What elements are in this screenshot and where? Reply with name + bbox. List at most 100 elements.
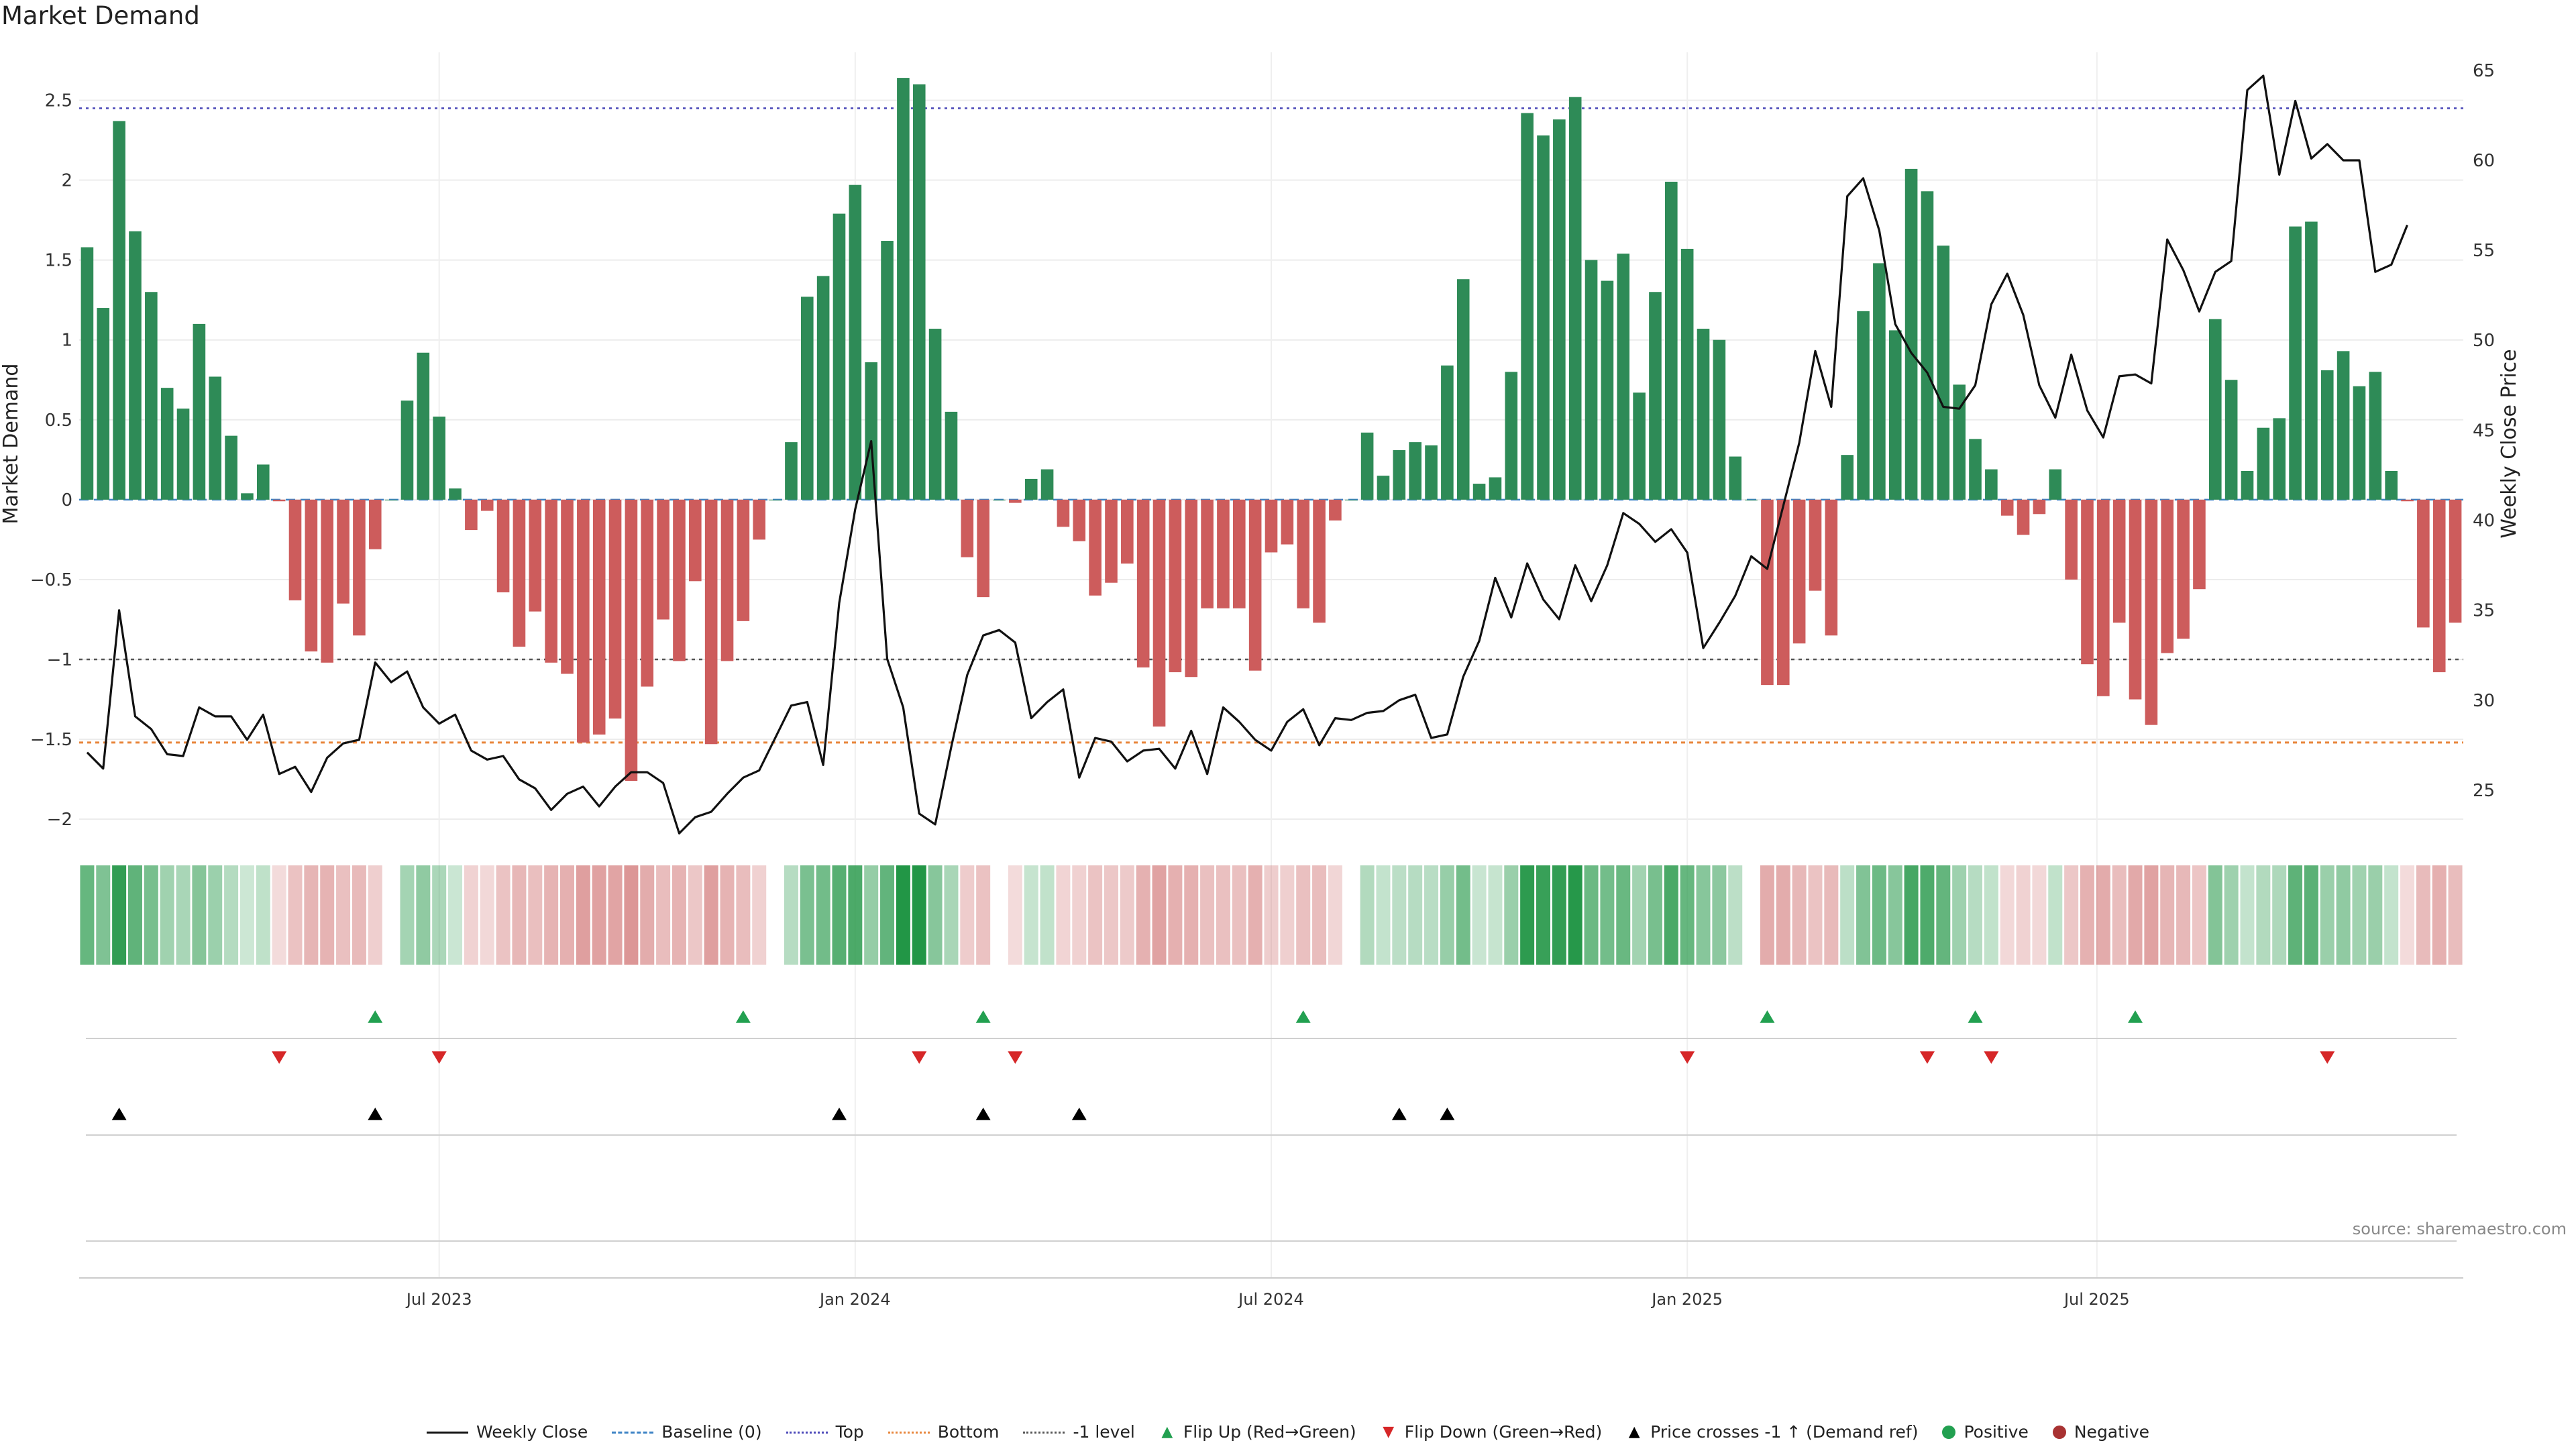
heat-cell [1856,865,1871,965]
heat-cell [2128,865,2143,965]
demand-bar [2289,226,2302,500]
heat-cell [112,865,127,965]
demand-bar [2145,499,2158,725]
demand-bar [225,435,237,500]
demand-bar [673,499,686,661]
y-axis-title: Market Demand [0,364,23,525]
legend-label: Top [835,1422,864,1442]
heat-cell [127,865,142,965]
heat-cell [1232,865,1246,965]
flip-up-marker [1295,1010,1311,1023]
demand-bar [1617,254,1630,500]
y2-tick-label: 60 [2473,151,2495,171]
heat-cell [2304,865,2318,965]
y2-tick-label: 50 [2473,331,2495,351]
demand-heat-strip [80,865,2463,965]
demand-bar [2257,427,2270,500]
heat-cell [2144,865,2159,965]
demand-bar [513,499,526,647]
x-tick-label: Jul 2024 [1237,1290,1304,1309]
demand-bar [1377,476,1390,500]
heat-cell [2000,865,2015,965]
heat-cell [848,865,863,965]
heat-cell [1536,865,1550,965]
demand-bar [2224,380,2238,500]
heat-cell [2352,865,2367,965]
heat-cell [1648,865,1662,965]
y-tick-label: 2 [61,171,72,191]
heat-cell [496,865,511,965]
heat-cell [1760,865,1774,965]
demand-bar [193,323,206,500]
heat-cell [432,865,447,965]
heat-cell [224,865,239,965]
demand-bar [449,488,462,500]
demand-bar [1201,499,1214,608]
heat-cell [592,865,606,965]
demand-bar [1057,499,1070,527]
heat-cell [2016,865,2031,965]
demand-bar [2353,386,2366,500]
grid-layer [79,52,2463,1278]
cross-up-marker [1440,1108,1455,1120]
heat-cell [1664,865,1678,965]
heat-cell [1344,865,1358,965]
demand-bar [1521,113,1534,500]
heat-cell [176,865,191,965]
demand-bar [2449,499,2462,623]
demand-bar [400,400,414,500]
demand-bar [1792,499,1806,644]
legend-positive: Positive [1942,1422,2029,1442]
demand-bar [496,499,510,592]
demand-bar [1601,280,1614,500]
demand-bar [2112,499,2126,623]
heat-cell [1584,865,1599,965]
heat-cell [2064,865,2079,965]
demand-bar [865,362,877,500]
heat-cell [2256,865,2271,965]
demand-bar [321,499,334,663]
heat-cell [1984,865,1998,965]
legend-minus1: -1 level [1023,1422,1135,1442]
demand-bar [1024,478,1038,500]
demand-bar [977,499,989,598]
flip-down-marker [2320,1051,2335,1064]
heat-cell [1568,865,1582,965]
y2-tick-label: 65 [2473,61,2495,81]
dotted-line-icon [1023,1426,1065,1439]
demand-bar [1825,499,1838,636]
demand-bar [1713,339,1726,500]
heat-cell [2160,865,2175,965]
heat-cell [928,865,943,965]
demand-bar [1472,484,1486,500]
demand-bar [2337,351,2350,500]
heat-cell [1120,865,1134,965]
demand-bar [1585,260,1598,500]
heat-cell [608,865,623,965]
demand-bar [1888,330,1902,500]
flip-down-marker [1984,1051,1999,1064]
demand-bar [897,78,910,500]
demand-bar [1121,499,1134,564]
heat-cell [80,865,95,965]
demand-bar [689,499,702,582]
page-title: Market Demand [1,1,200,30]
demand-bar [480,499,494,511]
heat-cell [1872,865,1886,965]
legend-flip-down: ▼ Flip Down (Green→Red) [1381,1422,1602,1442]
demand-bar [368,499,382,549]
y-tick-label: −2 [47,810,72,830]
heat-cell [1104,865,1118,965]
y2-tick-label: 35 [2473,601,2495,621]
demand-bar [1136,499,1150,667]
heat-cell [704,865,718,965]
demand-bar [657,499,669,620]
heat-cell [384,865,398,965]
x-tick-label: Jul 2023 [405,1290,472,1309]
legend-label: -1 level [1073,1422,1135,1442]
heat-cell [672,865,686,965]
dotted-line-icon [888,1426,930,1439]
heat-cell [1056,865,1071,965]
demand-bar [1697,329,1710,500]
